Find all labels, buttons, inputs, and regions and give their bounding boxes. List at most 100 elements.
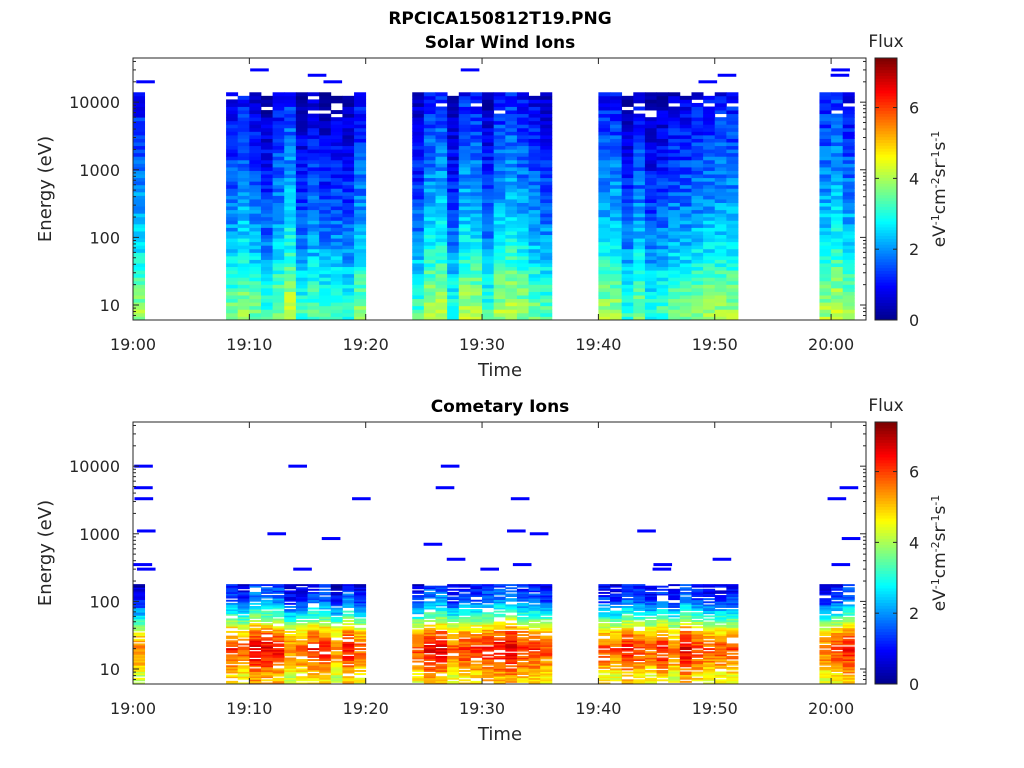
colorbar-step <box>875 282 897 286</box>
heatmap-cell <box>656 641 669 644</box>
heatmap-cell <box>714 255 727 260</box>
heatmap-cell <box>435 113 448 118</box>
heatmap-cell <box>342 117 355 122</box>
heatmap-cell <box>528 312 541 317</box>
heatmap-cell <box>598 671 611 674</box>
heatmap-cell <box>505 245 518 250</box>
heatmap-cell <box>412 248 425 253</box>
heatmap-cell <box>621 95 634 100</box>
heatmap-cell <box>319 668 332 671</box>
heatmap-cell <box>644 181 657 186</box>
heatmap-cell <box>330 587 343 590</box>
heatmap-cell <box>714 654 727 657</box>
heatmap-cell <box>679 659 692 661</box>
heatmap-cell <box>272 638 285 641</box>
heatmap-cell <box>621 248 634 253</box>
heatmap-cell <box>831 674 844 677</box>
heatmap-cell <box>703 174 716 179</box>
heatmap-cell <box>598 124 611 129</box>
heatmap-cell <box>493 145 506 150</box>
heatmap-cell <box>482 624 495 627</box>
heatmap-cell <box>272 598 285 601</box>
heatmap-cell <box>307 191 320 196</box>
colorbar-step <box>875 646 897 650</box>
heatmap-cell <box>633 117 646 122</box>
heatmap-cell <box>470 206 483 211</box>
heatmap-cell <box>307 612 320 615</box>
heatmap-cell <box>656 593 669 596</box>
heatmap-cell <box>726 585 739 588</box>
heatmap-cell <box>656 202 669 207</box>
heatmap-cell <box>505 106 518 111</box>
heatmap-cell <box>319 585 332 588</box>
heatmap-cell <box>284 674 297 677</box>
heatmap-cell <box>330 227 343 232</box>
heatmap-cell <box>540 591 553 594</box>
heatmap-cell <box>819 585 832 588</box>
heatmap-cell <box>423 92 436 97</box>
heatmap-cell <box>260 223 274 228</box>
heatmap-cell <box>354 679 367 682</box>
heatmap-cell <box>226 302 239 307</box>
heatmap-cell <box>330 654 343 657</box>
heatmap-cell <box>249 316 262 321</box>
heatmap-cell <box>226 167 239 171</box>
heatmap-cell <box>819 609 832 612</box>
heatmap-cell <box>703 248 716 253</box>
heatmap-cell <box>842 227 855 232</box>
heatmap-cell <box>831 255 844 260</box>
heatmap-cell <box>412 309 425 314</box>
heatmap-cell <box>656 312 669 317</box>
heatmap-cell <box>644 195 657 200</box>
heatmap-cell <box>272 648 285 651</box>
heatmap-cell <box>714 655 727 658</box>
heatmap-cell <box>482 252 495 257</box>
heatmap-cell <box>260 596 274 599</box>
heatmap-cell <box>423 191 436 196</box>
heatmap-cell <box>330 241 343 246</box>
heatmap-cell <box>319 238 332 243</box>
heatmap-cell <box>330 206 343 211</box>
heatmap-cell <box>644 209 657 214</box>
heatmap-cell <box>842 679 855 682</box>
heatmap-cell <box>610 634 623 637</box>
heatmap-cell <box>831 309 844 314</box>
heatmap-cell <box>528 657 541 660</box>
heatmap-cell <box>319 220 332 225</box>
heatmap-cell <box>528 668 541 671</box>
heatmap-cell <box>249 131 262 136</box>
heatmap-cell <box>342 649 355 652</box>
heatmap-cell <box>528 584 541 587</box>
heatmap-cell <box>237 615 250 618</box>
heatmap-cell <box>226 609 239 612</box>
heatmap-cell <box>423 644 436 647</box>
heatmap-cell <box>528 167 541 171</box>
heatmap-cell <box>293 567 312 571</box>
heatmap-cell <box>516 245 529 250</box>
heatmap-cell <box>133 284 146 289</box>
heatmap-cell <box>435 99 448 104</box>
heatmap-cell <box>482 591 495 594</box>
heatmap-cell <box>621 309 634 314</box>
heatmap-cell <box>435 601 448 604</box>
heatmap-cell <box>272 259 285 264</box>
heatmap-cell <box>354 142 367 147</box>
heatmap-cell <box>493 666 506 669</box>
heatmap-cell <box>342 620 355 622</box>
heatmap-cell <box>644 227 657 232</box>
heatmap-cell <box>703 312 716 317</box>
colorbar-step <box>875 180 897 184</box>
heatmap-cell <box>516 312 529 317</box>
heatmap-cell <box>703 270 716 275</box>
heatmap-cell <box>284 644 297 647</box>
heatmap-cell <box>133 159 146 164</box>
heatmap-cell <box>505 234 518 239</box>
heatmap-cell <box>412 638 425 641</box>
heatmap-cell <box>226 623 239 626</box>
heatmap-cell <box>319 638 332 641</box>
heatmap-cell <box>726 163 739 168</box>
heatmap-cell <box>470 655 483 658</box>
heatmap-cell <box>470 674 483 677</box>
heatmap-cell <box>319 632 332 635</box>
